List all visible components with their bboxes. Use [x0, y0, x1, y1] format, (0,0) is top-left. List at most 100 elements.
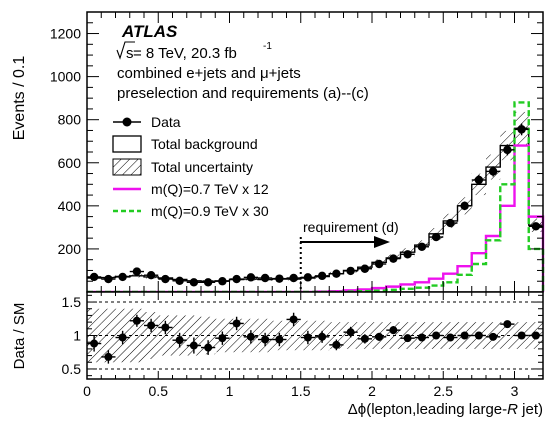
data-point	[303, 273, 313, 282]
data-point	[275, 274, 284, 283]
legend-label-uncertainty: Total uncertainty	[151, 159, 253, 175]
lumi-unit-sup: -1	[263, 41, 272, 52]
ratio-point	[118, 333, 127, 342]
main-plot-area	[87, 12, 543, 292]
legend-item-signal-09: m(Q)=0.9 TeV x 30	[113, 203, 269, 219]
ratio-point	[161, 323, 170, 332]
ratio-point	[389, 326, 398, 335]
ratio-point	[460, 331, 469, 340]
main-y-axis-title: Events / 0.1	[11, 56, 28, 141]
data-point	[474, 175, 484, 185]
data-point	[389, 254, 398, 263]
data-point	[517, 125, 526, 134]
legend-background-box	[112, 135, 142, 153]
ratio-point	[446, 333, 455, 342]
ratio-point	[318, 332, 327, 341]
ratio-point	[503, 320, 512, 329]
energy-label: s = 8 TeV, 20.3 fb -1	[116, 41, 272, 62]
main-y-tick-label: 400	[58, 198, 82, 214]
ratio-point	[417, 333, 426, 342]
ratio-point	[432, 331, 441, 340]
x-axis-title-start: Δϕ(lepton,leading large-	[348, 401, 507, 418]
ratio-x-tick-label: 3	[511, 383, 519, 399]
ratio-band-bin	[329, 322, 344, 349]
ratio-point	[289, 315, 298, 324]
ratio-y-axis-title: Data / SM	[11, 303, 28, 370]
data-point	[488, 167, 498, 176]
requirement-label: requirement (d)	[303, 219, 399, 235]
data-point	[203, 278, 213, 287]
ratio-y-tick-label: 1	[73, 328, 81, 344]
legend-item-signal-07: m(Q)=0.7 TeV x 12	[113, 181, 269, 197]
ratio-y-axis: 0.5 1 1.5	[62, 294, 543, 377]
ratio-point	[175, 336, 184, 345]
ratio-point	[218, 334, 227, 343]
ratio-point	[189, 341, 198, 350]
data-point	[332, 269, 341, 278]
legend-uncertainty-box	[112, 158, 142, 176]
x-axis-title-italic: R	[507, 401, 518, 418]
ratio-point	[303, 333, 312, 342]
legend-item-data: Data	[113, 114, 181, 130]
ratio-x-tick-label: 0	[83, 383, 91, 399]
ratio-point	[360, 334, 369, 343]
channel-label: combined e+jets and μ+jets	[117, 65, 301, 82]
data-point	[503, 145, 512, 155]
ratio-point	[261, 335, 270, 344]
data-point	[289, 273, 298, 283]
ratio-x-tick-label: 1	[226, 383, 234, 399]
main-y-tick-label: 800	[58, 112, 82, 128]
data-point	[189, 278, 199, 287]
requirement-arrow-head	[374, 236, 390, 248]
ratio-point	[375, 332, 384, 341]
ratio-point	[346, 328, 355, 337]
data-point	[175, 276, 184, 285]
ratio-panel: 0.511.5 0 0.5 1 1.5 2 2.5 3 Data / SM Δϕ(lepto…	[11, 291, 544, 418]
ratio-point	[147, 321, 156, 330]
legend-item-uncertainty: Total uncertainty	[112, 158, 253, 176]
ratio-point	[275, 335, 284, 344]
sqrt-sign-icon	[116, 41, 135, 60]
main-y-tick-label: 600	[58, 155, 82, 171]
ratio-point	[232, 319, 241, 328]
data-point	[104, 274, 113, 284]
ratio-x-tick-label: 1.5	[291, 383, 311, 399]
data-point	[417, 242, 427, 251]
data-point	[161, 274, 170, 284]
data-points	[87, 123, 543, 287]
ratio-y-tick-label: 1.5	[62, 294, 82, 310]
data-point	[431, 232, 441, 242]
data-point	[132, 267, 142, 276]
ratio-x-tick-label: 2	[368, 383, 376, 399]
data-point	[260, 273, 270, 283]
legend-data-marker	[122, 117, 132, 127]
data-point	[218, 277, 227, 286]
ratio-point	[489, 332, 498, 341]
data-point	[118, 272, 127, 282]
ratio-x-tick-label: 0.5	[149, 383, 169, 399]
data-point	[317, 271, 327, 281]
legend-label-signal-07: m(Q)=0.7 TeV x 12	[151, 181, 269, 197]
ratio-point	[132, 316, 141, 325]
ratio-x-tick-label: 2.5	[434, 383, 454, 399]
sqrt-s-text: s	[126, 45, 134, 62]
data-point	[360, 264, 370, 273]
data-point	[246, 273, 256, 282]
ratio-point	[104, 352, 113, 361]
data-point	[460, 201, 469, 211]
x-axis-title: Δϕ(lepton,leading large-R jet)	[348, 401, 543, 418]
energy-lumi-text: = 8 TeV, 20.3 fb	[133, 45, 237, 62]
legend-label-data: Data	[151, 114, 181, 130]
ratio-point	[517, 331, 526, 340]
data-point	[232, 274, 241, 284]
ratio-band-bin	[101, 308, 116, 363]
data-point	[446, 218, 455, 228]
data-point	[403, 250, 412, 259]
legend-label-background: Total background	[151, 136, 258, 152]
main-y-tick-label: 1000	[50, 69, 81, 85]
ratio-point	[246, 332, 255, 341]
legend-item-background: Total background	[112, 135, 258, 153]
ratio-y-tick-label: 0.5	[62, 361, 82, 377]
ratio-point	[204, 343, 213, 352]
